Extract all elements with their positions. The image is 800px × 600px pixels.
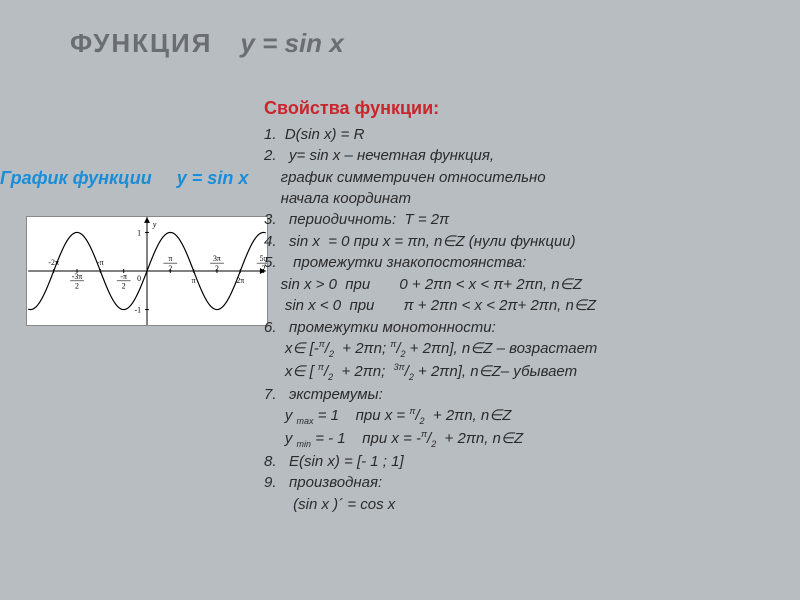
svg-text:π: π bbox=[168, 254, 172, 263]
svg-text:2: 2 bbox=[215, 264, 219, 273]
svg-text:2π: 2π bbox=[236, 276, 244, 285]
property-line: x∈ [-π/2 + 2πn; π/2 + 2πn], n∈Z – возрас… bbox=[264, 338, 800, 361]
properties-block: Свойства функции: 1. D(sin x) = R2. y= s… bbox=[264, 96, 800, 515]
properties-heading: Свойства функции: bbox=[264, 96, 800, 122]
property-line: sin x < 0 при π + 2πn < x < 2π+ 2πn, n∈Z bbox=[264, 295, 800, 316]
svg-text:-π: -π bbox=[97, 258, 104, 267]
property-line: 8. E(sin x) = [- 1 ; 1] bbox=[264, 451, 800, 472]
title-expression: y = sin x bbox=[240, 28, 343, 59]
property-line: 3. периодичноть: T = 2π bbox=[264, 209, 800, 230]
sine-graph: -2π-3π2-π-π2π2π3π22π5π2-11y0 bbox=[26, 216, 268, 326]
svg-text:-π: -π bbox=[120, 272, 127, 281]
svg-text:1: 1 bbox=[137, 228, 141, 237]
property-line: график симметричен относительно bbox=[264, 167, 800, 188]
property-line: x∈ [ π/2 + 2πn; 3π/2 + 2πn], n∈Z– убывае… bbox=[264, 361, 800, 384]
property-line: 2. y= sin x – нечетная функция, bbox=[264, 145, 800, 166]
svg-text:-3π: -3π bbox=[72, 272, 83, 281]
property-line: sin x > 0 при 0 + 2πn < x < π+ 2πn, n∈Z bbox=[264, 274, 800, 295]
graph-caption-text: График функции bbox=[0, 168, 152, 188]
property-line: 5. промежутки знакопостоянства: bbox=[264, 252, 800, 273]
svg-text:y: y bbox=[152, 220, 157, 229]
svg-text:-2π: -2π bbox=[48, 258, 59, 267]
svg-text:2: 2 bbox=[75, 282, 79, 291]
title-label: ФУНКЦИЯ bbox=[70, 28, 212, 59]
property-line: 4. sin x = 0 при x = πn, n∈Z (нули функц… bbox=[264, 231, 800, 252]
svg-text:-1: -1 bbox=[135, 306, 142, 315]
svg-text:3π: 3π bbox=[213, 254, 221, 263]
property-line: y min = - 1 при x = -π/2 + 2πn, n∈Z bbox=[264, 428, 800, 451]
property-line: 1. D(sin x) = R bbox=[264, 124, 800, 145]
property-line: y max = 1 при x = π/2 + 2πn, n∈Z bbox=[264, 405, 800, 428]
property-line: 6. промежутки монотонности: bbox=[264, 317, 800, 338]
svg-text:π: π bbox=[192, 276, 196, 285]
svg-text:2: 2 bbox=[122, 282, 126, 291]
graph-caption-expr: y = sin x bbox=[177, 168, 249, 188]
sine-graph-svg: -2π-3π2-π-π2π2π3π22π5π2-11y0 bbox=[27, 217, 267, 325]
property-line: 7. экстремумы: bbox=[264, 384, 800, 405]
property-line: 9. производная: bbox=[264, 472, 800, 493]
page-title: ФУНКЦИЯ y = sin x bbox=[70, 28, 344, 59]
property-line: (sin x )´ = cos x bbox=[264, 494, 800, 515]
property-line: начала координат bbox=[264, 188, 800, 209]
svg-text:2: 2 bbox=[168, 264, 172, 273]
svg-text:0: 0 bbox=[137, 274, 141, 283]
graph-caption: График функции y = sin x bbox=[0, 168, 248, 189]
